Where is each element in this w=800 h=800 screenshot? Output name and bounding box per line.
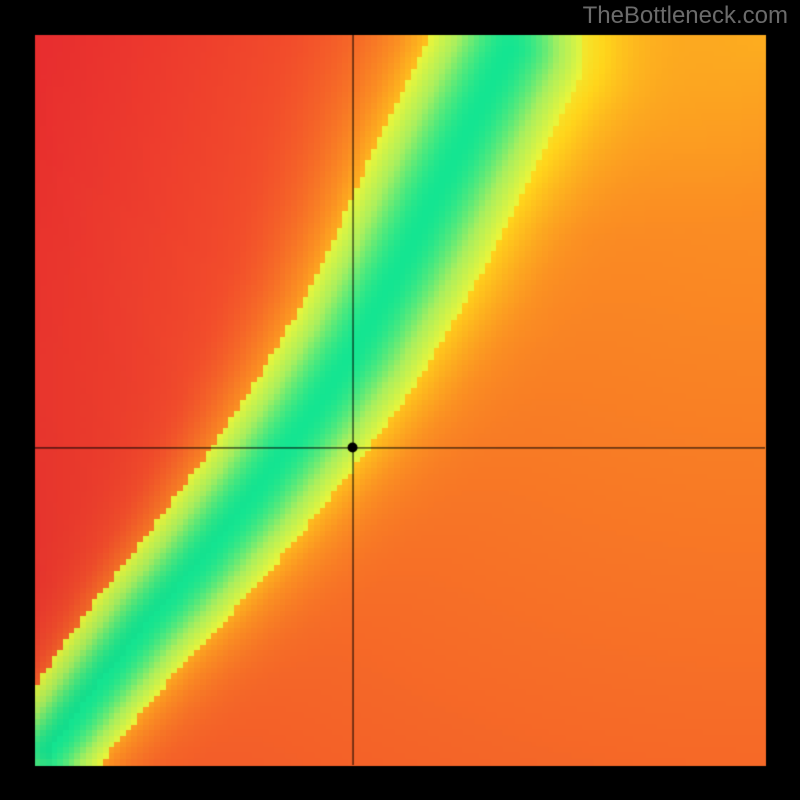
bottleneck-heatmap bbox=[0, 0, 800, 800]
chart-container: TheBottleneck.com bbox=[0, 0, 800, 800]
watermark-text: TheBottleneck.com bbox=[583, 2, 788, 30]
